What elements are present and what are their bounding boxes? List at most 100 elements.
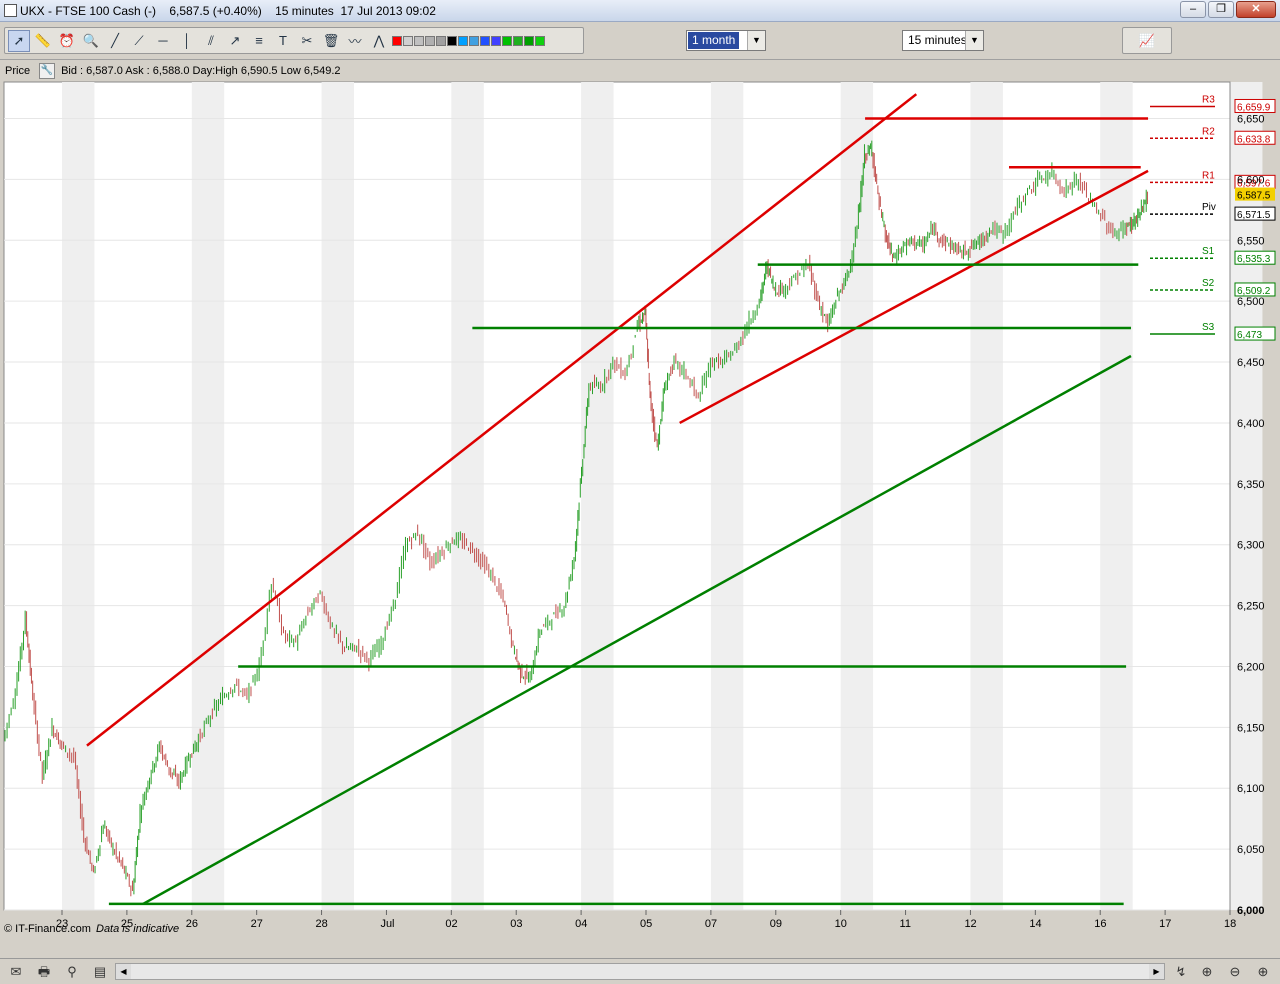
close-button[interactable]: ✕ xyxy=(1236,1,1276,18)
app-icon xyxy=(4,4,17,17)
period-value: 1 month xyxy=(688,32,740,49)
y-tick-label: 6,300 xyxy=(1237,540,1265,552)
color-swatch[interactable] xyxy=(436,35,446,46)
pivot-label: S1 xyxy=(1202,246,1215,257)
y-tick-label: 6,550 xyxy=(1237,235,1265,247)
tools-icon[interactable]: ✂ xyxy=(301,32,313,48)
scroll-left-button[interactable]: ◀ xyxy=(116,964,131,979)
x-tick-label: 05 xyxy=(640,918,652,930)
color-swatch[interactable] xyxy=(403,35,413,46)
day-band xyxy=(710,82,744,910)
color-swatch[interactable] xyxy=(513,35,523,46)
chevron-down-icon[interactable]: ▼ xyxy=(965,31,983,50)
y-tick-label: 6,150 xyxy=(1237,722,1265,734)
y-tick-label: 6,250 xyxy=(1237,601,1265,613)
y-tick-label: 6,100 xyxy=(1237,783,1265,795)
chevron-down-icon[interactable]: ▼ xyxy=(747,31,765,50)
autoscroll-icon[interactable]: ↯ xyxy=(1175,964,1187,979)
day-band xyxy=(840,82,874,910)
color-swatch[interactable] xyxy=(425,35,435,46)
scroll-right-button[interactable]: ▶ xyxy=(1149,964,1164,979)
fibonacci-icon[interactable]: ≡ xyxy=(255,33,263,48)
x-tick-label: 14 xyxy=(1029,918,1041,930)
pivot-value: 6,571.5 xyxy=(1237,210,1271,221)
pivot-value: 6,597.6 xyxy=(1237,178,1271,189)
wrench-icon[interactable]: 🔧 xyxy=(39,63,56,79)
x-tick-label: 11 xyxy=(900,918,911,930)
day-band xyxy=(1100,82,1133,910)
alarm-icon[interactable]: ⏰ xyxy=(58,32,76,48)
export-icon[interactable]: ▤ xyxy=(93,964,107,979)
color-swatch[interactable] xyxy=(491,35,501,46)
day-band xyxy=(581,82,614,910)
quote-bar: Price 🔧 Bid : 6,587.0 Ask : 6,588.0 Day:… xyxy=(2,61,341,81)
y-tick-label: 6,050 xyxy=(1237,844,1265,856)
trendline[interactable] xyxy=(679,169,1149,425)
zoom-fit-icon[interactable]: ⊕ xyxy=(1201,964,1213,979)
zoom-icon[interactable]: 🔍 xyxy=(82,32,100,48)
x-tick-label: Jul xyxy=(380,918,394,930)
color-palette xyxy=(392,35,548,46)
pivot-value-box xyxy=(1234,98,1276,113)
trendline[interactable] xyxy=(142,354,1132,906)
delete-icon[interactable]: 🗑 xyxy=(322,32,340,48)
x-tick-label: 12 xyxy=(964,918,976,930)
window-titlebar: UKX - FTSE 100 Cash (-) 6,587.5 (+0.40%)… xyxy=(0,0,1280,22)
horizontal-line-icon[interactable]: ─ xyxy=(158,33,168,48)
y-tick-label: 6,600 xyxy=(1237,174,1265,186)
last-price-box xyxy=(1235,187,1275,201)
x-tick-label: 03 xyxy=(510,918,522,930)
vertical-line-icon[interactable]: │ xyxy=(182,33,192,48)
lock-icon[interactable]: ⚲ xyxy=(67,964,77,979)
color-swatch[interactable] xyxy=(469,35,479,46)
zoom-out-icon[interactable]: ⊖ xyxy=(1229,964,1241,979)
price-chart[interactable]: R3 6,659.9 R2 6,633.8 R1 6,597.6 Piv 6,571.5 S1 6… xyxy=(0,60,1280,958)
pivot-label: R1 xyxy=(1202,170,1215,181)
window-title: UKX - FTSE 100 Cash (-) 6,587.5 (+0.40%)… xyxy=(20,3,436,18)
trendline[interactable] xyxy=(86,93,918,747)
x-tick-label: 26 xyxy=(186,918,198,930)
x-tick-label: 23 xyxy=(56,918,68,930)
channel-icon[interactable]: ⫽ xyxy=(208,32,214,48)
pivot-value-box xyxy=(1234,282,1276,297)
x-tick-label: 17 xyxy=(1159,918,1171,930)
y-tick-label: 6,450 xyxy=(1237,357,1265,369)
color-swatch[interactable] xyxy=(458,35,468,46)
trendline-icon[interactable]: ⟋ xyxy=(134,32,144,48)
period-select[interactable]: 1 month ▼ xyxy=(686,30,766,51)
ruler-icon[interactable]: 📏 xyxy=(34,32,52,48)
restore-button[interactable]: ❐ xyxy=(1208,1,1234,18)
x-tick-label: 16 xyxy=(1094,918,1106,930)
color-swatch[interactable] xyxy=(447,35,457,46)
color-swatch[interactable] xyxy=(535,35,545,46)
color-swatch[interactable] xyxy=(524,35,534,46)
zoom-in-icon[interactable]: ⊕ xyxy=(1257,964,1269,979)
pivot-label: S3 xyxy=(1202,322,1215,333)
indicator2-icon[interactable]: ⋀ xyxy=(373,32,385,48)
time-scrollbar[interactable]: ◀ ▶ xyxy=(115,963,1165,980)
chart-type-icon[interactable]: 📈 xyxy=(1138,32,1156,48)
arrow-icon[interactable]: ↗ xyxy=(229,32,241,48)
y-tick-label: 6,350 xyxy=(1237,479,1265,491)
y-tick-label: 6,000 xyxy=(1237,905,1265,917)
indicator-icon[interactable]: 〰 xyxy=(348,34,362,49)
color-swatch[interactable] xyxy=(502,35,512,46)
copyright-text: © IT-Finance.com xyxy=(4,923,91,935)
x-tick-label: 09 xyxy=(770,918,782,930)
color-swatch[interactable] xyxy=(392,35,402,46)
x-tick-label: 25 xyxy=(121,918,133,930)
minimize-button[interactable]: ‒ xyxy=(1180,1,1206,18)
text-icon[interactable]: T xyxy=(279,33,287,48)
color-swatch[interactable] xyxy=(480,35,490,46)
interval-select[interactable]: 15 minutes ▼ xyxy=(902,30,984,51)
print-icon[interactable]: 🖶 xyxy=(37,964,51,979)
mail-icon[interactable]: ✉ xyxy=(10,964,22,979)
disclaimer-text: Data is indicative xyxy=(96,923,179,935)
chart-settings-group: 📈 xyxy=(1122,27,1172,54)
color-swatch[interactable] xyxy=(414,35,424,46)
price-label: Price xyxy=(5,65,31,77)
line-icon[interactable]: ╱ xyxy=(111,32,119,48)
cursor-icon[interactable]: ➚ xyxy=(8,29,30,52)
day-band xyxy=(970,82,1003,910)
pivot-value-box xyxy=(1234,250,1276,265)
